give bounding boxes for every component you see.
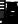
Bar: [15, 3, 16, 10]
Bar: [9, 17, 10, 21]
Bar: [12, 20, 13, 21]
Bar: [14, 20, 15, 21]
Bar: [15, 15, 16, 21]
Text: Figure 3: Figure 3: [0, 14, 18, 24]
Bar: [6, 20, 7, 21]
Bar: [10, 20, 11, 21]
Bar: [10, 9, 12, 10]
Bar: [11, 17, 12, 21]
Bar: [14, 9, 15, 10]
Bar: [7, 3, 8, 10]
Bar: [9, 9, 10, 10]
Bar: [13, 18, 14, 21]
Bar: [12, 9, 13, 10]
Bar: [8, 20, 9, 21]
Text: B: B: [1, 10, 18, 24]
Bar: [7, 14, 8, 21]
Text: A: A: [1, 1, 18, 24]
